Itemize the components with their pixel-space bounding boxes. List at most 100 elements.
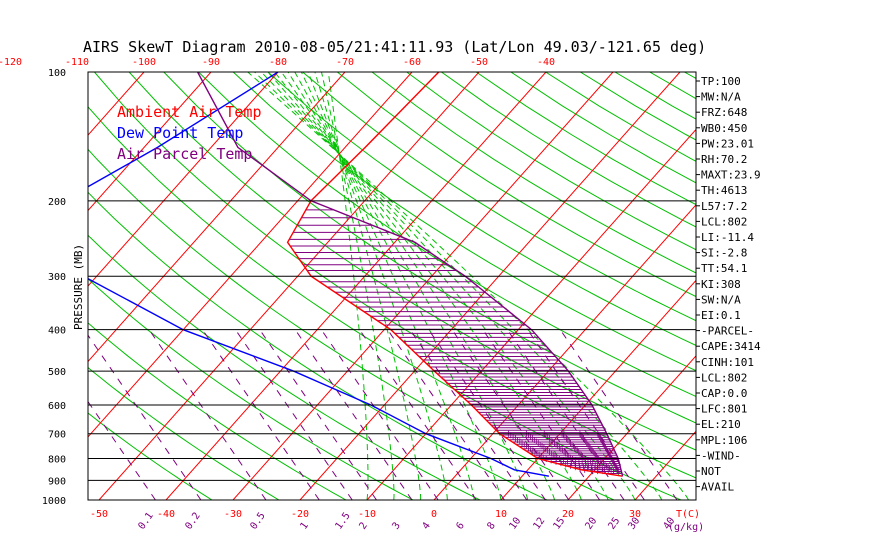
mixing-ratio-line xyxy=(259,329,377,500)
isotherm-line xyxy=(88,72,212,212)
isotherm-line xyxy=(299,72,681,500)
moist-adiabat-line xyxy=(280,72,556,500)
index-entry: LCL:802 xyxy=(701,371,747,384)
index-entry: KI:308 xyxy=(701,278,741,291)
index-entry: EI:0.1 xyxy=(701,309,741,322)
bottom-temp-tick-label: -30 xyxy=(224,509,242,520)
index-entry: CAP:0.0 xyxy=(701,387,747,400)
isotherm-line xyxy=(88,72,346,363)
bottom-temp-tick-label: -40 xyxy=(157,509,175,520)
moist-adiabat-line xyxy=(314,72,422,500)
mixing-ratio-label: 25 xyxy=(606,516,622,532)
top-temp-tick-label: -60 xyxy=(403,57,421,68)
dry-adiabat-line xyxy=(88,412,213,500)
index-entry: MPL:106 xyxy=(701,434,747,447)
bottom-temp-tick-label: 30 xyxy=(629,509,641,520)
isotherm-line xyxy=(500,279,696,500)
isotherm-line xyxy=(433,204,696,500)
legend-entry: Air Parcel Temp xyxy=(117,145,252,163)
index-entry: WB0:450 xyxy=(701,122,747,135)
mixing-ratio-label: 0.5 xyxy=(248,511,267,532)
index-entry: -WIND- xyxy=(701,449,741,462)
dry-adiabat-line xyxy=(88,278,414,500)
mixing-ratio-label: 1.5 xyxy=(333,511,352,532)
dry-adiabat-line xyxy=(88,191,548,500)
mixing-ratio-line xyxy=(294,329,413,500)
pressure-tick-label: 900 xyxy=(48,476,66,487)
dry-adiabat-line xyxy=(336,72,696,298)
top-temp-tick-label: -40 xyxy=(537,57,555,68)
y-axis-label: PRESSURE (MB) xyxy=(72,244,85,330)
pressure-tick-label: 500 xyxy=(48,367,66,378)
dry-adiabat-line xyxy=(163,72,696,424)
index-entry: LI:-11.4 xyxy=(701,231,754,244)
index-entry: PW:23.01 xyxy=(701,137,754,150)
mixing-ratio-line xyxy=(202,329,320,500)
top-temp-tick-label: -50 xyxy=(470,57,488,68)
dry-adiabat-line xyxy=(88,322,347,500)
bottom-temp-tick-label: -10 xyxy=(358,509,376,520)
dry-adiabat-line xyxy=(88,148,615,500)
isotherm-line xyxy=(0,72,10,500)
dry-adiabat-line xyxy=(232,72,696,372)
dry-adiabat-line xyxy=(88,234,481,500)
mixing-ratio-label: 2 xyxy=(357,520,369,531)
mixing-ratio-label: 0.2 xyxy=(183,511,202,532)
isotherm-line xyxy=(567,355,696,500)
isotherm-line xyxy=(232,72,614,500)
pressure-tick-label: 800 xyxy=(48,455,66,466)
mixing-ratio-unit: (g/kg) xyxy=(668,522,704,533)
dry-adiabat-line xyxy=(371,72,696,274)
pressure-tick-label: 700 xyxy=(48,430,66,441)
moist-adiabat-line xyxy=(321,72,395,500)
index-entry: FRZ:648 xyxy=(701,106,747,119)
moist-adiabat-line xyxy=(260,72,636,500)
isotherm-line xyxy=(634,430,696,500)
pressure-tick-label: 400 xyxy=(48,326,66,337)
moist-adiabat-line xyxy=(294,72,502,500)
pressure-tick-label: 300 xyxy=(48,272,66,283)
moist-adiabat-line xyxy=(254,72,663,500)
moist-adiabat-line xyxy=(300,72,475,500)
mixing-ratio-line xyxy=(387,329,505,500)
bottom-temp-tick-label: -50 xyxy=(90,509,108,520)
index-entry: MAXT:23.9 xyxy=(701,169,761,182)
mixing-ratio-line xyxy=(88,400,156,500)
mixing-ratio-line xyxy=(235,329,353,500)
isotherm-line xyxy=(366,128,696,500)
mixing-ratio-label: 4 xyxy=(420,520,432,531)
index-entry: CINH:101 xyxy=(701,356,754,369)
series-line-ambient-air-temp xyxy=(286,72,623,477)
mixing-ratio-line xyxy=(559,329,678,500)
moist-adiabat-line xyxy=(307,72,448,500)
bottom-temp-tick-label: 0 xyxy=(431,509,437,520)
isotherm-line xyxy=(165,72,547,500)
index-entry: TH:4613 xyxy=(701,184,747,197)
mixing-ratio-line xyxy=(359,329,477,500)
bottom-temp-tick-label: 10 xyxy=(495,509,507,520)
dry-adiabat-line xyxy=(198,72,696,398)
pressure-tick-label: 600 xyxy=(48,401,66,412)
index-entry: SI:-2.8 xyxy=(701,247,747,260)
mixing-ratio-label: 12 xyxy=(531,516,547,532)
pressure-tick-label: 100 xyxy=(48,68,66,79)
moist-adiabat-line xyxy=(327,72,369,500)
mixing-ratio-label: 1 xyxy=(298,520,310,531)
isotherm-line xyxy=(98,72,480,500)
series-line-dew-point-temp xyxy=(88,72,550,477)
dry-adiabat-line xyxy=(128,72,696,451)
index-entry: AVAIL xyxy=(701,481,734,494)
top-temp-tick-label: -70 xyxy=(336,57,354,68)
chart-title: AIRS SkewT Diagram 2010-08-05/21:41:11.9… xyxy=(83,38,706,56)
bottom-unit-label: T(C) xyxy=(676,509,700,520)
index-entry: LCL:802 xyxy=(701,215,747,228)
dry-adiabat-line xyxy=(649,72,696,100)
mixing-ratio-line xyxy=(148,329,267,500)
top-temp-tick-label: -100 xyxy=(132,57,156,68)
index-entry: SW:N/A xyxy=(701,293,741,306)
index-entry: MW:N/A xyxy=(701,91,741,104)
legend-entry: Dew Point Temp xyxy=(117,124,243,142)
index-entry: TP:100 xyxy=(701,75,741,88)
index-entry: L57:7.2 xyxy=(701,200,747,213)
